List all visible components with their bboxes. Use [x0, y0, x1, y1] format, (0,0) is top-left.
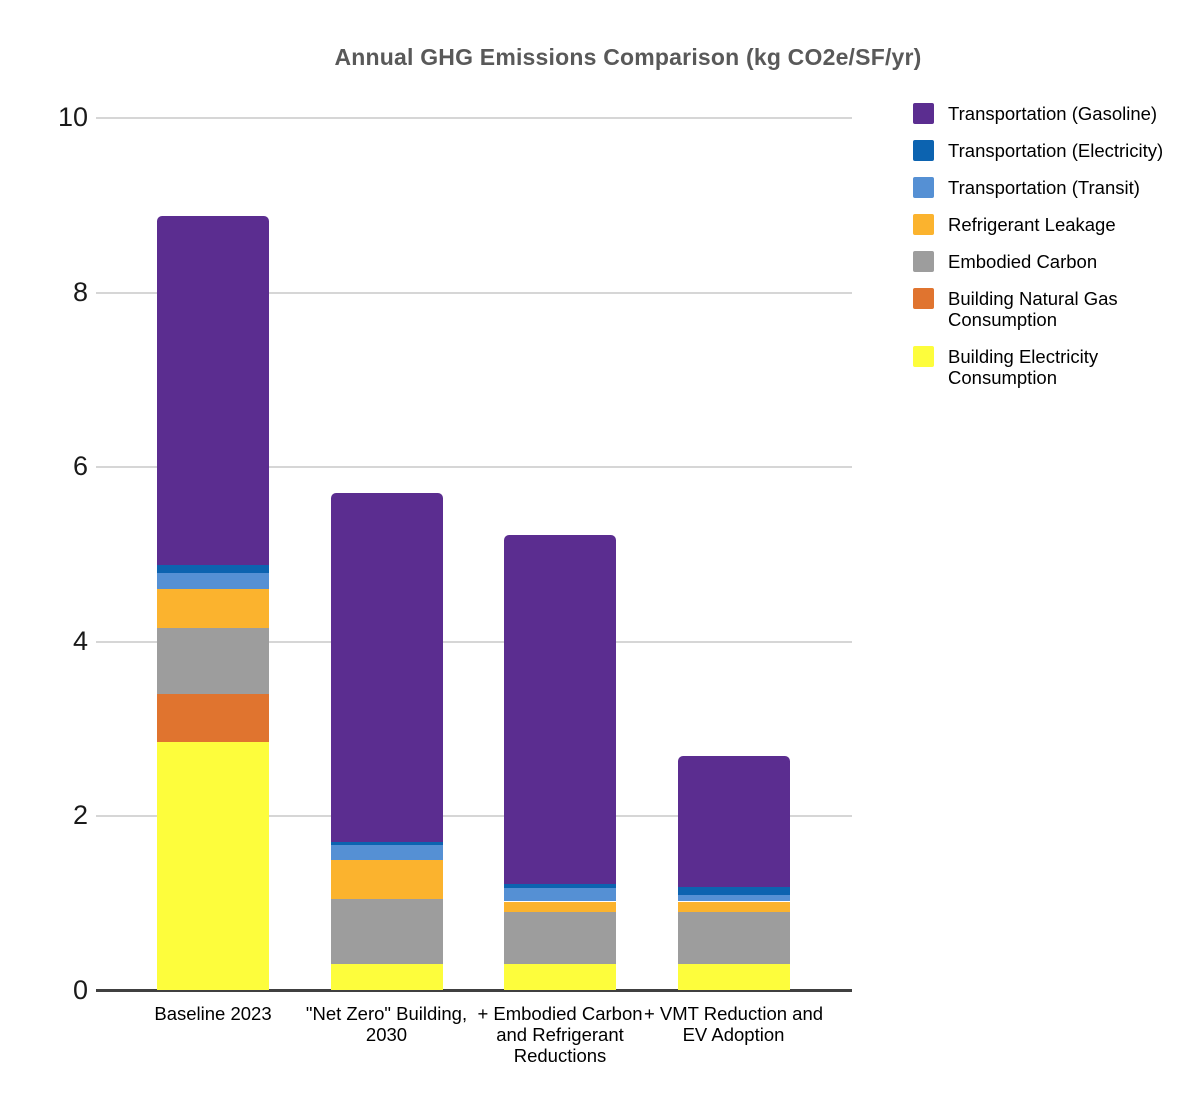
chart-legend: Transportation (Gasoline) Transportation …: [913, 103, 1178, 388]
legend-label: Building Electricity Consumption: [948, 346, 1099, 388]
bar-3-segment-transportation-electricity: [504, 884, 616, 888]
legend-swatch-icon: [913, 251, 934, 272]
y-tick-label-6: 6: [72, 451, 88, 481]
y-tick-label-10: 10: [57, 102, 88, 132]
bar-2-segment-refrigerant-leakage: [330, 859, 443, 899]
bar-3-segment-embodied-carbon: [504, 911, 616, 965]
bar-3-segment-refrigerant-leakage: [504, 901, 616, 912]
legend-label: Transportation (Transit): [948, 177, 1140, 198]
x-tick-label-1: Baseline 2023: [154, 1003, 272, 1024]
legend-label: Refrigerant Leakage: [948, 214, 1116, 235]
legend-item-transportation-transit: Transportation (Transit): [913, 177, 1178, 198]
bar-2-segment-transportation-gasoline: [330, 493, 443, 843]
legend-swatch-icon: [913, 103, 934, 124]
legend-item-embodied-carbon: Embodied Carbon: [913, 251, 1178, 272]
legend-label: Building Natural Gas Consumption: [948, 288, 1118, 330]
legend-item-building-electricity-consumption: Building Electricity Consumption: [913, 346, 1178, 388]
legend-swatch-icon: [913, 346, 934, 367]
legend-swatch-icon: [913, 214, 934, 235]
bar-3-segment-transportation-transit: [504, 887, 616, 902]
bar-1-segment-transportation-transit: [157, 573, 269, 590]
bar-4-segment-transportation-gasoline: [677, 755, 790, 887]
bar-1-segment-building-natural-gas-consumption: [157, 693, 269, 742]
bar-3-segment-building-electricity-consumption: [504, 964, 616, 991]
gridline-y2: [96, 815, 852, 817]
bar-2-segment-building-electricity-consumption: [330, 964, 443, 991]
gridline-y4: [96, 640, 852, 643]
y-tick-label-4: 4: [72, 625, 88, 656]
x-tick-label-4: + VMT Reduction and EV Adoption: [643, 1003, 824, 1045]
x-tick-label-3: + Embodied Carbon and Refrigerant Reduct…: [477, 1003, 643, 1066]
bar-2-segment-embodied-carbon: [330, 898, 443, 965]
bar-1-segment-embodied-carbon: [157, 628, 269, 694]
legend-swatch-icon: [913, 177, 934, 198]
bar-4-segment-building-electricity-consumption: [677, 964, 790, 991]
bar-3-segment-transportation-gasoline: [504, 535, 616, 885]
bar-1-segment-building-electricity-consumption: [157, 741, 269, 991]
legend-label: Transportation (Electricity): [948, 140, 1164, 161]
chart-title: Annual GHG Emissions Comparison (kg CO2e…: [334, 44, 922, 70]
x-axis-line: [96, 989, 852, 992]
y-tick-label-2: 2: [72, 800, 88, 830]
bar-2-segment-transportation-electricity: [330, 842, 443, 845]
y-tick-label-0: 0: [72, 974, 88, 1005]
bar-4-segment-refrigerant-leakage: [677, 901, 790, 912]
legend-label: Embodied Carbon: [948, 251, 1098, 272]
legend-swatch-icon: [913, 140, 934, 161]
gridline-y8: [96, 291, 852, 294]
x-tick-label-2: "Net Zero" Building, 2030: [305, 1003, 468, 1045]
bar-4-segment-embodied-carbon: [677, 911, 790, 965]
bar-1-segment-refrigerant-leakage: [157, 589, 269, 629]
gridline-y10: [96, 117, 852, 119]
bar-4-segment-transportation-electricity: [677, 886, 790, 895]
legend-label: Transportation (Gasoline): [948, 103, 1158, 124]
legend-item-transportation-electricity: Transportation (Electricity): [913, 140, 1178, 161]
legend-swatch-icon: [913, 288, 934, 309]
bar-1-segment-transportation-gasoline: [157, 215, 269, 565]
gridline-y6: [96, 466, 852, 468]
bar-1-segment-transportation-electricity: [157, 564, 269, 574]
y-tick-label-8: 8: [72, 276, 88, 307]
bar-2-segment-transportation-transit: [330, 844, 443, 860]
legend-item-refrigerant-leakage: Refrigerant Leakage: [913, 214, 1178, 235]
legend-item-building-natural-gas-consumption: Building Natural Gas Consumption: [913, 288, 1178, 330]
legend-item-transportation-gasoline: Transportation (Gasoline): [913, 103, 1178, 124]
bar-4-segment-transportation-transit: [677, 894, 790, 902]
